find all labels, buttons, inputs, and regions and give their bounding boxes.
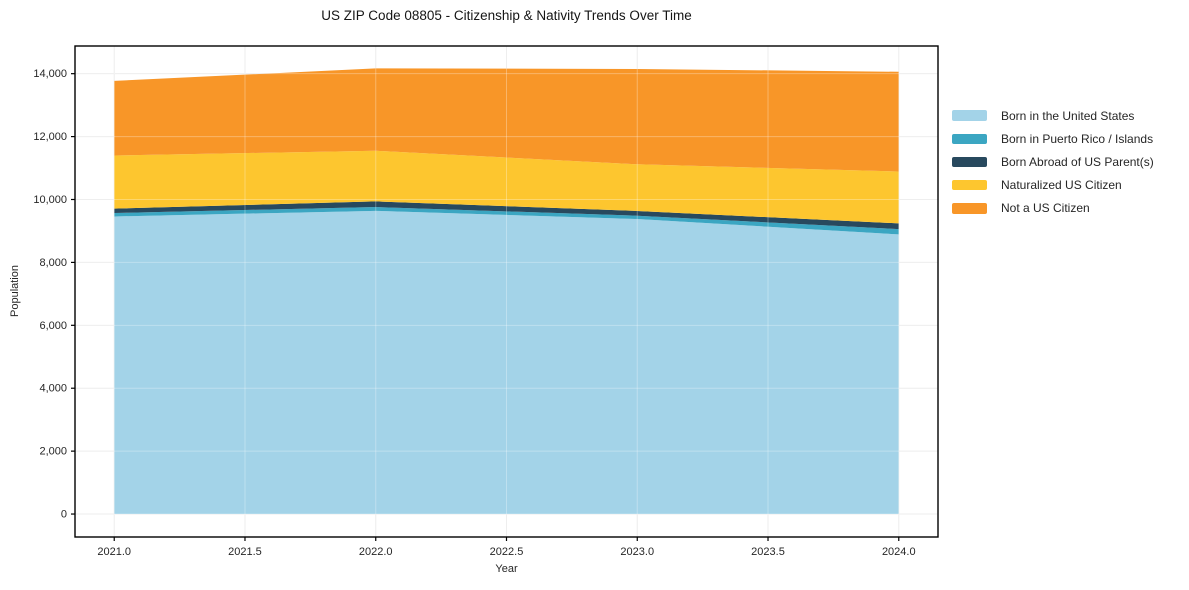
legend: Born in the United States Born in Puerto …	[952, 104, 1187, 220]
legend-swatch-icon	[952, 156, 987, 168]
area-series-3	[114, 150, 899, 224]
legend-item-1: Born in Puerto Rico / Islands	[952, 127, 1187, 150]
x-tick-label: 2023.5	[751, 546, 785, 558]
x-tick-label: 2022.5	[490, 546, 524, 558]
legend-swatch-icon	[952, 110, 987, 121]
y-axis-label: Population	[9, 265, 21, 317]
legend-swatch-icon	[952, 179, 987, 191]
y-tick-label: 0	[61, 509, 67, 521]
legend-item-3: Naturalized US Citizen	[952, 174, 1187, 197]
legend-swatch-icon	[952, 133, 987, 145]
legend-label: Born in the United States	[1001, 108, 1135, 123]
legend-swatch-icon	[952, 203, 987, 214]
area-series-2	[114, 201, 899, 230]
x-axis-label: Year	[495, 563, 518, 575]
legend-label: Not a US Citizen	[1001, 201, 1090, 216]
x-tick-label: 2022.0	[359, 546, 393, 558]
y-tick-label: 6,000	[39, 320, 67, 332]
legend-label: Naturalized US Citizen	[1001, 178, 1122, 193]
y-tick-label: 2,000	[39, 446, 67, 458]
area-series-0	[114, 210, 899, 515]
legend-item-2: Born Abroad of US Parent(s)	[952, 150, 1187, 173]
chart-title: US ZIP Code 08805 - Citizenship & Nativi…	[321, 8, 692, 23]
legend-item-4: Not a US Citizen	[952, 197, 1187, 220]
x-tick-label: 2024.0	[882, 546, 916, 558]
x-tick-label: 2021.0	[97, 546, 131, 558]
x-tick-label: 2021.5	[228, 546, 262, 558]
y-tick-label: 14,000	[33, 68, 67, 80]
y-tick-label: 8,000	[39, 257, 67, 269]
y-tick-label: 4,000	[39, 383, 67, 395]
legend-label: Born Abroad of US Parent(s)	[1001, 154, 1154, 169]
y-tick-label: 10,000	[33, 194, 67, 206]
area-series-1	[114, 207, 899, 235]
legend-item-0: Born in the United States	[952, 104, 1187, 127]
legend-label: Born in Puerto Rico / Islands	[1001, 131, 1154, 146]
y-tick-label: 12,000	[33, 131, 67, 143]
x-tick-label: 2023.0	[620, 546, 654, 558]
area-series-4	[114, 68, 899, 172]
